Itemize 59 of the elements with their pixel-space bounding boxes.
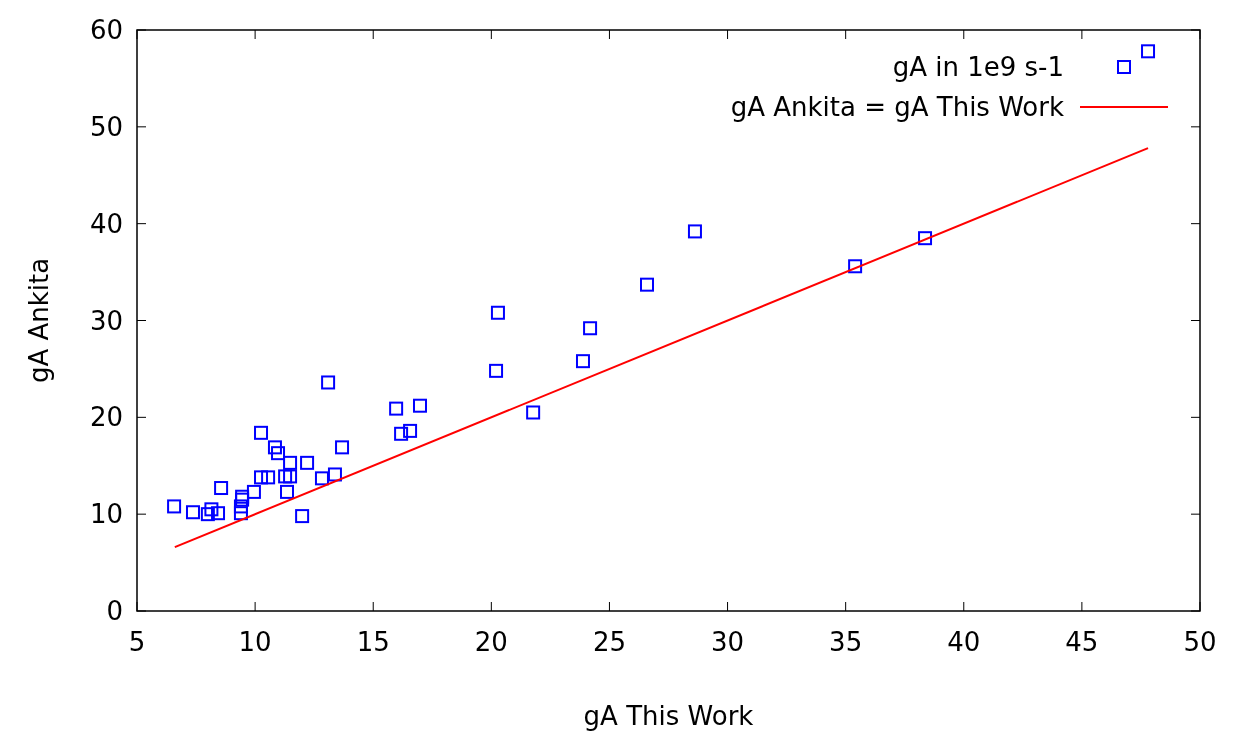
x-tick-label: 30 [711, 627, 745, 657]
point [848, 259, 863, 274]
legend-label: gA in 1e9 s-1 [892, 52, 1064, 83]
point [918, 231, 933, 246]
point [254, 470, 269, 485]
point [233, 506, 248, 521]
y-tick-label: 40 [89, 208, 123, 239]
point [214, 481, 229, 496]
point [389, 401, 404, 416]
point [271, 446, 286, 461]
x-tick-label: 40 [947, 627, 981, 657]
point [283, 469, 298, 484]
point [490, 305, 505, 320]
point [1141, 44, 1156, 59]
point [167, 499, 182, 514]
point [200, 507, 215, 522]
point [300, 455, 315, 470]
point [278, 469, 293, 484]
legend-label: gA Ankita = gA This Work [730, 92, 1064, 123]
point [575, 354, 590, 369]
x-axis-title: gA This Work [583, 701, 754, 731]
x-tick-label: 25 [592, 627, 626, 657]
point [327, 467, 342, 482]
x-tick-label: 10 [238, 627, 272, 657]
y-tick-label: 50 [89, 111, 123, 142]
point [314, 471, 329, 486]
y-tick-label: 30 [89, 305, 123, 336]
point [283, 455, 298, 470]
point [280, 484, 294, 499]
x-tick-label: 15 [356, 627, 390, 657]
point [640, 277, 654, 292]
y-tick-label: 20 [89, 402, 123, 433]
x-tick-label: 20 [474, 627, 508, 657]
point [211, 506, 226, 521]
point [335, 440, 350, 455]
point [246, 484, 261, 499]
point [526, 405, 541, 420]
point [583, 321, 598, 336]
point [412, 398, 427, 413]
point [687, 224, 702, 239]
x-tick-label: 5 [128, 627, 146, 657]
y-tick-label: 60 [89, 15, 123, 46]
point [489, 363, 504, 378]
point [254, 425, 269, 440]
x-tick-label: 45 [1065, 627, 1099, 657]
point [267, 440, 282, 455]
x-tick-label: 35 [829, 627, 863, 657]
point [403, 423, 418, 438]
y-tick-label: 0 [106, 596, 123, 627]
y-tick-label: 10 [89, 499, 123, 530]
x-tick-label: 50 [1183, 627, 1217, 657]
y-axis-title: gA Ankita [24, 257, 54, 384]
point [321, 375, 336, 390]
point [204, 502, 219, 517]
point [261, 470, 276, 485]
point [233, 499, 248, 514]
point [185, 505, 200, 520]
point [394, 426, 409, 441]
point [295, 509, 310, 524]
